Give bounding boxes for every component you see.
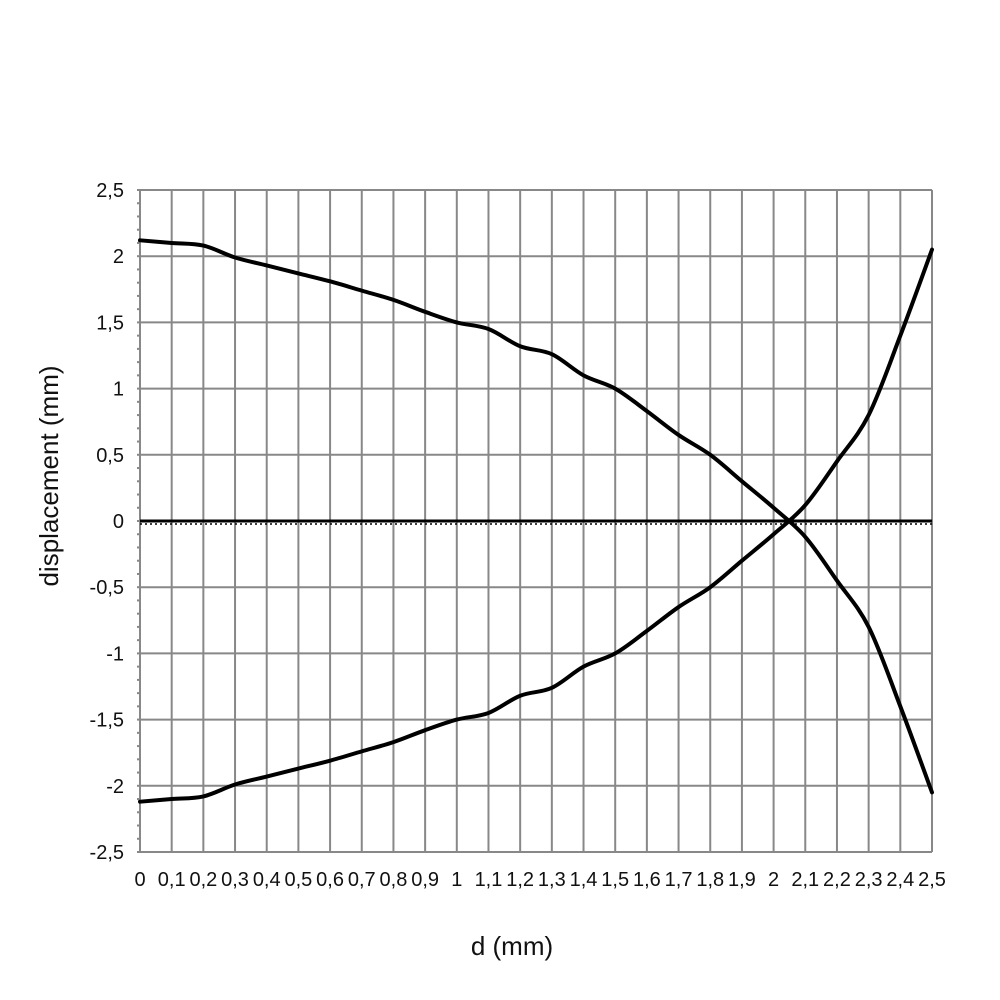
x-tick-label: 0,3 [221,869,249,891]
x-tick-label: 1,5 [601,869,629,891]
x-tick-label: 0,7 [348,869,376,891]
x-tick-label: 2,2 [823,869,851,891]
x-tick-label: 1,2 [506,869,534,891]
y-tick-label: -2,5 [90,842,124,864]
x-tick-label: 0,1 [158,869,186,891]
x-tick-label: 1,8 [696,869,724,891]
x-tick-label: 0,5 [284,869,312,891]
y-tick-label: 1,5 [96,312,124,334]
y-minor-ticks [137,189,140,853]
x-tick-label: 0 [134,869,145,891]
series-line-1 [138,238,934,795]
y-tick-label: -2 [106,776,124,798]
series-group [138,238,934,804]
x-tick-label: 0,9 [411,869,439,891]
x-tick-labels: 0 0,1 0,2 0,3 0,4 0,5 0,6 0,7 0,8 0,9 1 1,1 1,2 1,3 1,… [134,869,945,891]
series-line-2 [138,247,934,804]
x-tick-label: 0,4 [253,869,281,891]
x-tick-label: 2,4 [886,869,914,891]
x-tick-label: 1,3 [538,869,566,891]
y-tick-label: -1,5 [90,710,124,732]
grid [139,189,933,853]
x-tick-label: 0,8 [380,869,408,891]
x-tick-label: 1,9 [728,869,756,891]
x-tick-label: 1 [451,869,462,891]
y-tick-label: -1 [106,643,124,665]
x-tick-label: 0,2 [189,869,217,891]
x-tick-label: 1,1 [475,869,503,891]
y-axis-title: displacement (mm) [34,365,64,586]
y-tick-label: 2,5 [96,180,124,202]
x-axis-title: d (mm) [471,931,553,961]
y-tick-label: 2 [113,246,124,268]
x-tick-label: 2,5 [918,869,946,891]
x-tick-label: 2,1 [791,869,819,891]
x-tick-label: 1,6 [633,869,661,891]
x-tick-label: 1,4 [570,869,598,891]
x-tick-label: 1,7 [665,869,693,891]
x-tick-label: 2 [768,869,779,891]
y-tick-label: 0 [113,511,124,533]
x-tick-label: 2,3 [855,869,883,891]
y-tick-label: 0,5 [96,445,124,467]
y-tick-labels: 2,5 2 1,5 1 0,5 0 -0,5 -1 -1,5 -2 -2,5 [90,180,124,864]
x-tick-label: 0,6 [316,869,344,891]
y-tick-label: 1 [113,379,124,401]
y-tick-label: -0,5 [90,577,124,599]
